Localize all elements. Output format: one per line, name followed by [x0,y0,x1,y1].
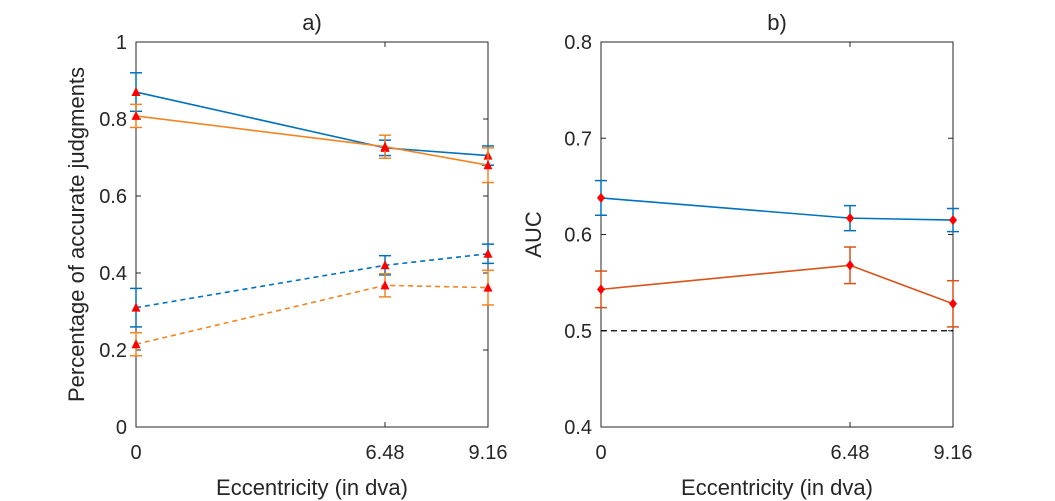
x-tick-label: 6.48 [366,442,405,464]
data-point [380,260,390,270]
data-point [380,141,390,151]
y-tick-label: 0 [116,417,127,439]
data-point [380,280,390,290]
series-line-1 [600,197,954,221]
y-tick-label: 0.4 [99,263,127,285]
y-tick-label: 0.8 [564,32,592,54]
y-tick-label: 0.4 [564,417,592,439]
y-tick-label: 0.7 [564,128,592,150]
data-point [597,192,605,203]
y-axis-label: AUC [521,211,546,258]
chart-title: b) [767,10,787,35]
series-line-4 [135,284,489,346]
y-tick-label: 0.6 [564,225,592,247]
x-tick-label: 0 [130,442,141,464]
data-point [131,87,141,97]
data-point [483,282,493,292]
y-tick-label: 0.6 [99,186,127,208]
series-line-1 [135,91,489,157]
panel-b: 0.4 0.5 0.6 0.7 0.8 0 6.48 9.16 b) Eccentricity (… [521,10,972,500]
x-axis-label: Eccentricity (in dva) [216,475,408,500]
chart-title: a) [302,10,322,35]
y-axis-label: Percentage of accurate judgments [64,67,89,402]
x-tick-label: 9.16 [469,442,508,464]
plot-area [600,41,954,428]
data-point [949,215,957,226]
data-point [846,213,855,224]
y-tick-label: 1 [116,32,127,54]
series-line-2 [135,115,489,166]
y-tick-label: 0.2 [99,340,127,362]
y-tick-label: 0.5 [564,321,592,343]
x-tick-label: 6.48 [831,442,870,464]
data-point [131,302,141,312]
series-line-2 [600,264,954,305]
x-tick-label: 0 [595,442,606,464]
data-point [949,298,957,309]
y-tick-label: 0.8 [99,109,127,131]
data-point [131,110,141,120]
data-point [846,260,855,271]
data-point [483,160,493,170]
x-tick-label: 9.16 [934,442,973,464]
data-point [483,248,493,258]
panel-a: 0 0.2 0.4 0.6 0.8 1 0 6.48 9.16 a) Eccentricity (i… [64,10,507,500]
series-line-3 [135,252,489,309]
x-axis-label: Eccentricity (in dva) [681,475,873,500]
data-point [131,339,141,349]
data-point [597,284,605,295]
plot-area [135,41,489,428]
